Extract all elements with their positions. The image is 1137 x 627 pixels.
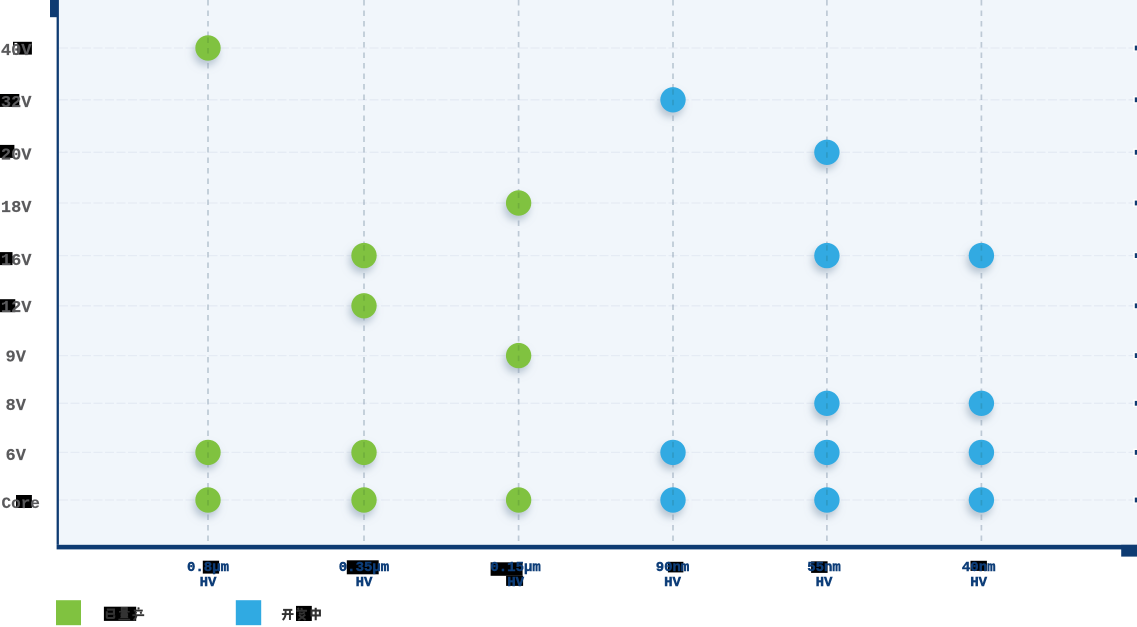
svg-text:32V: 32V: [1, 94, 32, 113]
svg-text:40V: 40V: [1, 42, 32, 61]
svg-text:8V: 8V: [6, 397, 27, 416]
svg-text:Core: Core: [2, 495, 40, 513]
svg-text:20V: 20V: [1, 147, 32, 166]
svg-text:16V: 16V: [1, 252, 32, 271]
svg-text:18V: 18V: [1, 199, 32, 218]
svg-text:6V: 6V: [6, 447, 27, 466]
svg-text:9V: 9V: [6, 349, 27, 368]
svg-text:12V: 12V: [1, 299, 32, 318]
